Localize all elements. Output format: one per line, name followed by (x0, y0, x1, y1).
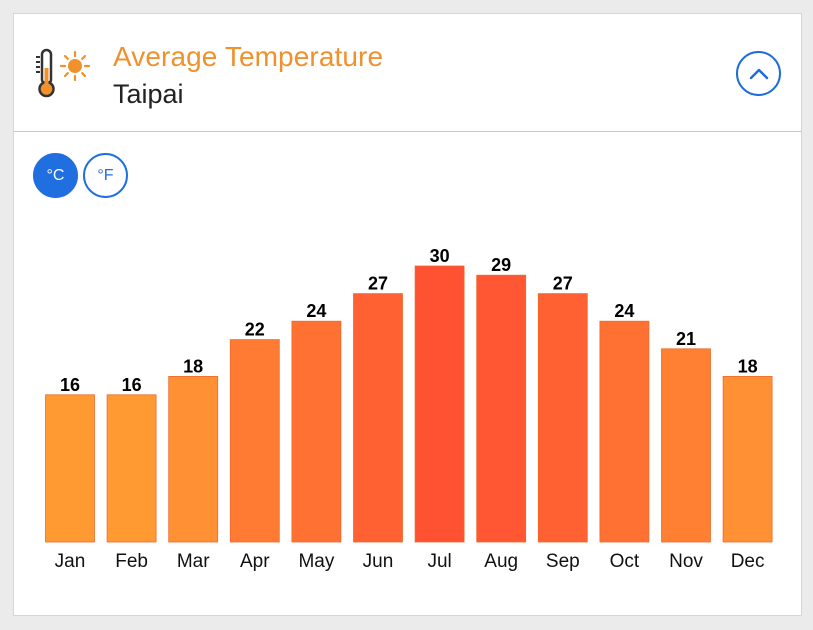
chevron-up-icon (749, 68, 768, 79)
value-label: 18 (183, 356, 203, 376)
collapse-button[interactable] (736, 51, 781, 96)
month-label: May (298, 551, 334, 572)
month-label: Mar (177, 551, 210, 572)
bar-nov (661, 348, 711, 543)
value-label: 16 (122, 375, 142, 395)
value-label: 21 (676, 329, 696, 349)
month-label: Jul (427, 551, 451, 572)
month-label: Nov (669, 551, 703, 572)
month-label: Dec (731, 551, 765, 572)
month-label: Jan (55, 551, 86, 572)
value-label: 27 (368, 274, 388, 294)
month-label: Apr (240, 551, 270, 572)
bar-aug (476, 274, 527, 543)
value-label: 24 (614, 301, 634, 321)
bar-jan (45, 394, 95, 543)
value-label: 30 (430, 246, 450, 266)
bar-feb (106, 394, 157, 543)
value-label: 16 (60, 375, 80, 395)
value-label: 29 (491, 255, 511, 275)
month-label: Feb (115, 551, 148, 572)
bar-dec (722, 375, 773, 543)
value-label: 24 (306, 301, 326, 321)
value-label: 22 (245, 320, 265, 340)
bar-mar (168, 375, 219, 543)
bar-sep (537, 293, 588, 543)
bar-apr (229, 339, 280, 543)
bar-jul (414, 265, 465, 543)
month-label: Oct (610, 551, 640, 572)
temperature-card: Average Temperature Taipai °C °F 16 Jan 16… (13, 13, 802, 616)
month-label: Aug (484, 551, 518, 572)
bar-may (291, 320, 342, 543)
bar-jun (353, 293, 403, 543)
celsius-toggle[interactable]: °C (33, 153, 78, 198)
fahrenheit-toggle[interactable]: °F (83, 153, 128, 198)
card-title: Average Temperature (113, 41, 384, 72)
bar-oct (599, 320, 650, 543)
month-label: Jun (363, 551, 394, 572)
temperature-bar-chart: 16 Jan 16 Feb 18 Mar 22 Apr 24 May 27 Jun 30 Jul 29 Aug… (45, 246, 773, 572)
location-name: Taipai (113, 79, 184, 109)
value-label: 27 (553, 274, 573, 294)
card-header: Average Temperature Taipai (14, 14, 801, 132)
value-label: 18 (738, 356, 758, 376)
thermometer-sun-icon (34, 48, 94, 100)
month-label: Sep (546, 551, 580, 572)
